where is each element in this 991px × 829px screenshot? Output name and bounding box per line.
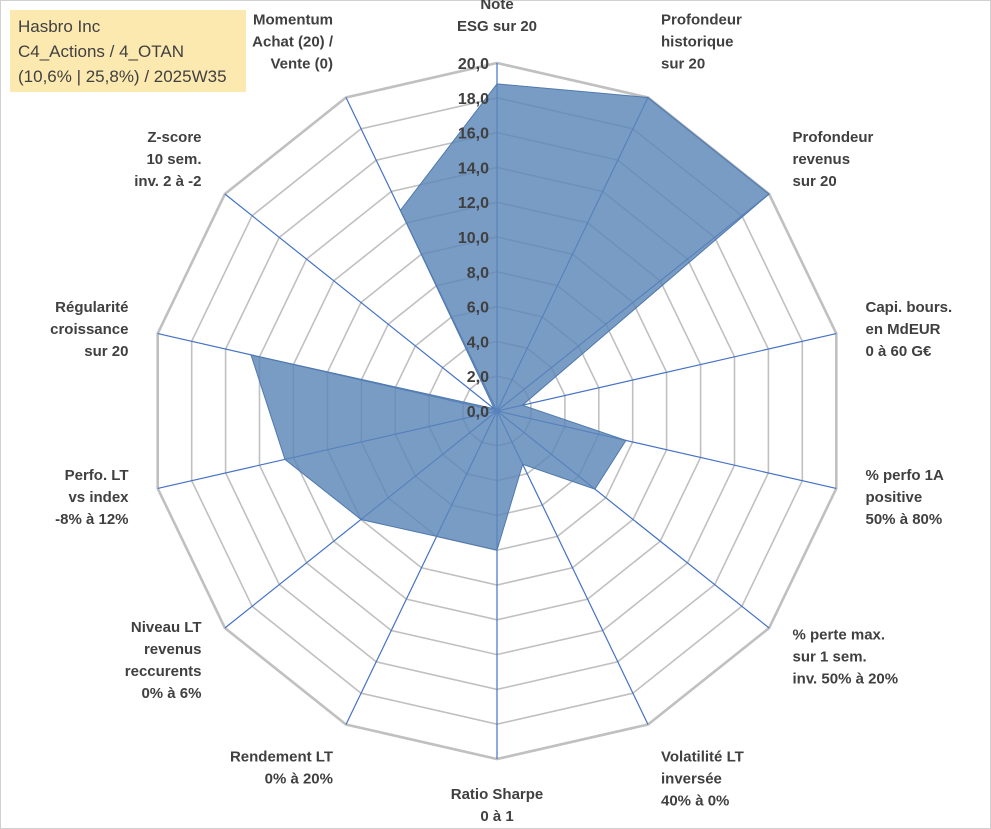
- axis-spoke: [224, 193, 498, 412]
- axis-label: Niveau LT: [131, 619, 202, 636]
- radial-tick-label: 8,0: [467, 265, 489, 282]
- axis-label: Régularité: [55, 299, 128, 316]
- axis-label: 10 sem.: [146, 151, 201, 168]
- axis-label: Z-score: [147, 129, 201, 146]
- radial-tick-label: 10,0: [458, 230, 489, 247]
- chart-title-box: Hasbro Inc C4_Actions / 4_OTAN (10,6% | …: [10, 10, 246, 92]
- radial-tick-label: 18,0: [458, 91, 489, 108]
- axis-label: Note: [480, 0, 513, 13]
- axis-label: revenus: [793, 151, 851, 168]
- axis-label: reccurents: [125, 663, 202, 680]
- axis-label: 0 à 60 G€: [866, 343, 933, 360]
- axis-label: historique: [661, 33, 734, 50]
- axis-label: Profondeur: [661, 11, 742, 28]
- chart-subtitle-line: C4_Actions / 4_OTAN: [18, 42, 184, 61]
- axis-label: 0 à 1: [480, 808, 513, 825]
- radial-tick-label: 16,0: [458, 126, 489, 143]
- axis-label: inv. 2 à -2: [134, 173, 201, 190]
- axis-label: Momentum: [253, 11, 333, 28]
- axis-label: sur 20: [84, 343, 128, 360]
- radial-tick-label: 20,0: [458, 56, 489, 73]
- axis-label: 40% à 0%: [661, 793, 729, 810]
- axis-label: Capi. bours.: [866, 299, 953, 316]
- chart-info-line: (10,6% | 25,8%) / 2025W35: [18, 67, 227, 86]
- axis-label: Volatilité LT: [661, 749, 744, 766]
- axis-label: Achat (20) /: [252, 33, 334, 50]
- axis-labels: Note ESG sur 20 Profondeur historique sur 20…: [50, 0, 952, 825]
- axis-label: 0% à 20%: [265, 771, 333, 788]
- axis-label: 50% à 80%: [866, 511, 943, 528]
- axis-spoke: [496, 333, 837, 412]
- radial-tick-label: 6,0: [467, 300, 489, 317]
- radar-series: [250, 83, 770, 551]
- chart-title-line: Hasbro Inc: [18, 17, 101, 36]
- series-area: [250, 83, 770, 551]
- axis-label: -8% à 12%: [55, 511, 128, 528]
- axis-label: inversée: [661, 771, 722, 788]
- axis-label: croissance: [50, 321, 128, 338]
- axis-label: inv. 50% à 20%: [793, 671, 899, 688]
- axis-label: Ratio Sharpe: [451, 786, 544, 803]
- axis-label: Perfo. LT: [65, 467, 129, 484]
- axis-label: sur 1 sem.: [793, 649, 867, 666]
- axis-label: Vente (0): [270, 55, 333, 72]
- axis-label: vs index: [68, 489, 129, 506]
- axis-label: positive: [866, 489, 923, 506]
- radial-tick-label: 12,0: [458, 195, 489, 212]
- radial-tick-label: 2,0: [467, 369, 489, 386]
- radial-tick-label: 0,0: [467, 404, 489, 421]
- axis-label: Rendement LT: [230, 749, 333, 766]
- radial-tick-label: 14,0: [458, 160, 489, 177]
- radial-tick-label: 4,0: [467, 334, 489, 351]
- axis-label: ESG sur 20: [457, 18, 537, 35]
- axis-label: revenus: [144, 641, 202, 658]
- axis-label: sur 20: [661, 55, 705, 72]
- axis-label: 0% à 6%: [141, 685, 201, 702]
- radial-tick-labels: 0,0 2,0 4,0 6,0 8,0 10,0 12,0 14,0 16,0 18,0 20,0: [458, 56, 489, 421]
- axis-label: % perte max.: [793, 627, 886, 644]
- axis-label: sur 20: [793, 173, 837, 190]
- axis-label: Profondeur: [793, 129, 874, 146]
- axis-label: % perfo 1A: [866, 467, 945, 484]
- axis-label: en MdEUR: [866, 321, 941, 338]
